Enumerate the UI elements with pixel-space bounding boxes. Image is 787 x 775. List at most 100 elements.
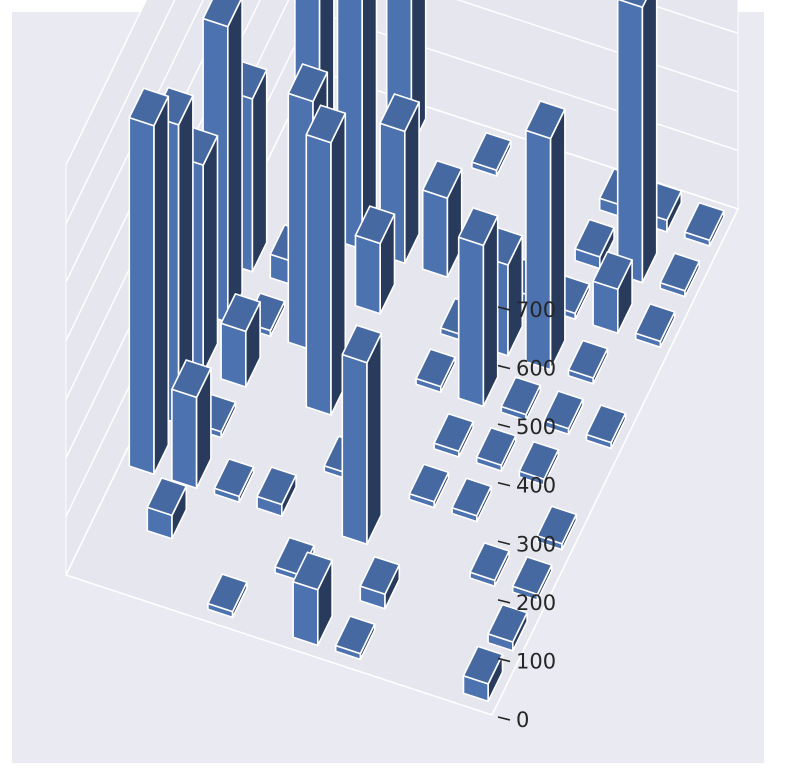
bar-front-face	[457, 236, 485, 408]
bar	[634, 303, 676, 349]
bar-top-face	[220, 293, 261, 333]
bar-top-face	[659, 252, 701, 292]
bar-front-face	[592, 280, 619, 335]
bar-top-face	[334, 615, 376, 655]
bar-top-face	[292, 551, 333, 591]
bar-top-face	[543, 390, 584, 430]
bar	[213, 458, 255, 504]
bar	[171, 359, 212, 490]
bar	[518, 440, 560, 486]
bar	[415, 348, 456, 394]
bar-side-face	[251, 68, 268, 273]
bar	[487, 603, 528, 652]
bar-side-face	[153, 95, 170, 476]
bar-front-face	[171, 388, 198, 490]
bar-top-face	[171, 359, 212, 399]
bar	[220, 293, 261, 388]
z-tick	[497, 481, 511, 487]
bar	[292, 551, 333, 647]
bar-top-face	[684, 201, 725, 241]
bar-side-face	[482, 215, 499, 408]
bar-side-face	[202, 135, 219, 374]
z-tick	[497, 364, 511, 370]
bar	[334, 615, 376, 661]
bar	[525, 100, 566, 371]
bar-top-face	[354, 205, 396, 245]
bar-side-face	[549, 108, 566, 371]
z-tick-label: 200	[516, 591, 556, 615]
z-axis: 0 100 200 300 400 500 600 700	[497, 298, 556, 732]
bar-top-face	[213, 458, 255, 498]
bar	[462, 645, 504, 703]
bar-top-face	[525, 100, 566, 140]
bar-top-face	[146, 477, 188, 517]
bar	[451, 477, 492, 523]
bar	[341, 324, 383, 546]
bar-top-face	[585, 404, 627, 444]
bar-top-face	[341, 324, 383, 364]
bar	[543, 390, 584, 436]
bar	[475, 426, 517, 472]
z-tick-label: 500	[516, 415, 556, 439]
z-tick-label: 400	[516, 474, 556, 498]
bar	[469, 542, 510, 588]
bar-top-face	[408, 463, 450, 503]
bar	[128, 87, 170, 476]
bar-top-face	[617, 0, 647, 9]
bar	[457, 207, 499, 408]
bar-front-face	[616, 0, 644, 284]
bar	[511, 556, 553, 602]
bar-front-face	[220, 322, 247, 388]
bar	[354, 205, 396, 315]
bar-top-face	[500, 376, 542, 416]
bar	[359, 555, 401, 610]
bar-front-face	[421, 189, 449, 279]
bar-top-face	[305, 104, 347, 144]
bar	[305, 104, 347, 416]
bar-top-face	[379, 93, 420, 133]
z-tick	[497, 716, 511, 721]
z-tick	[497, 657, 511, 663]
bar-top-face	[471, 131, 512, 171]
bar	[585, 404, 627, 450]
bar-front-face	[305, 133, 332, 416]
bar-side-face	[366, 332, 383, 546]
bar	[616, 0, 658, 284]
bar-front-face	[354, 234, 382, 315]
z-tick	[497, 540, 511, 546]
bar-top-face	[207, 573, 248, 613]
z-tick-label: 300	[516, 532, 556, 556]
bar	[592, 251, 633, 335]
bar-top-face	[518, 440, 560, 481]
bar-top-face	[475, 426, 517, 467]
bar-top-face	[451, 477, 492, 517]
bar	[421, 159, 463, 279]
bar	[567, 339, 609, 385]
bar	[146, 477, 188, 540]
bar	[500, 376, 542, 422]
bar-top-face	[634, 303, 676, 343]
z-tick-label: 700	[516, 298, 556, 322]
bar-front-face	[525, 129, 552, 371]
bar-top-face	[256, 466, 297, 506]
z-tick	[497, 423, 511, 428]
bar-side-face	[641, 0, 658, 284]
bar-top-face	[359, 555, 401, 596]
bar	[659, 252, 701, 298]
bar-top-face	[433, 412, 474, 453]
bar-top-face	[462, 645, 504, 685]
bar-top-face	[457, 207, 499, 247]
bar	[471, 131, 512, 177]
z-tick	[497, 306, 511, 311]
bar	[433, 412, 474, 458]
bar-top-face	[592, 251, 633, 291]
bar-top-face	[287, 63, 329, 103]
bars	[128, 0, 725, 703]
bar-top-face	[574, 218, 615, 258]
bar-top-face	[536, 505, 578, 545]
z-tick	[497, 599, 511, 604]
bar-front-face	[128, 116, 155, 476]
z-tick-label: 100	[516, 649, 556, 673]
bar-top-face	[202, 0, 242, 28]
